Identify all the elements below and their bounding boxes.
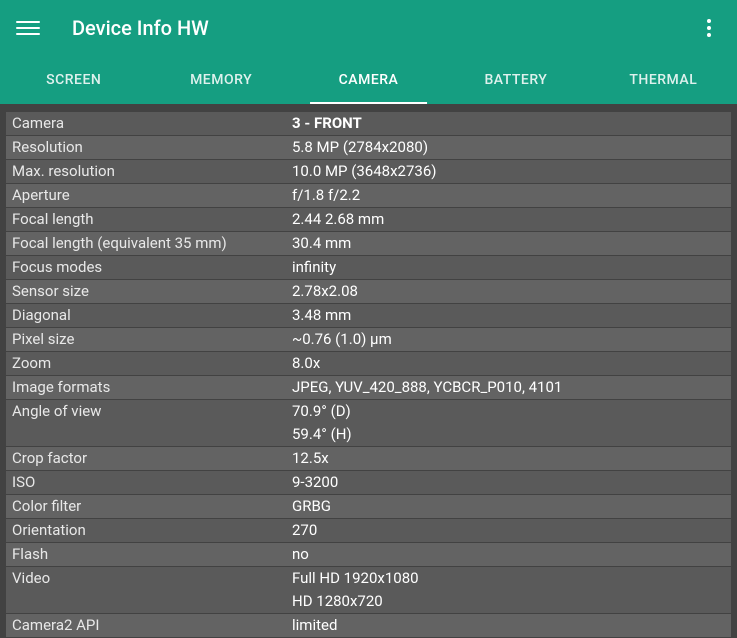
tab-thermal[interactable]: THERMAL xyxy=(590,56,737,104)
spec-label: Crop factor xyxy=(6,447,292,470)
spec-row: Max. resolution10.0 MP (3648x2736) xyxy=(6,160,731,184)
spec-row: Angle of view70.9° (D) 59.4° (H) xyxy=(6,400,731,447)
spec-label: ISO xyxy=(6,471,292,494)
spec-label: Diagonal xyxy=(6,304,292,327)
spec-label: Video xyxy=(6,567,292,613)
spec-row: Camera3 - FRONT xyxy=(6,112,731,136)
tab-label: THERMAL xyxy=(629,72,697,88)
spec-row: Orientation270 xyxy=(6,519,731,543)
tab-battery[interactable]: BATTERY xyxy=(442,56,589,104)
spec-row: Sensor size2.78x2.08 xyxy=(6,280,731,304)
spec-value: 70.9° (D) 59.4° (H) xyxy=(292,400,731,446)
spec-value: JPEG, YUV_420_888, YCBCR_P010, 4101 xyxy=(292,376,731,399)
menu-icon[interactable] xyxy=(16,16,40,40)
spec-value: 9-3200 xyxy=(292,471,731,494)
spec-value: f/1.8 f/2.2 xyxy=(292,184,731,207)
tab-bar: SCREEN MEMORY CAMERA BATTERY THERMAL xyxy=(0,56,737,104)
spec-value: limited xyxy=(292,614,731,637)
spec-value: 3 - FRONT xyxy=(292,112,731,135)
spec-value: 12.5x xyxy=(292,447,731,470)
spec-label: Focal length (equivalent 35 mm) xyxy=(6,232,292,255)
spec-row: ISO9-3200 xyxy=(6,471,731,495)
tab-label: BATTERY xyxy=(484,72,547,88)
spec-label: Pixel size xyxy=(6,328,292,351)
spec-label: Angle of view xyxy=(6,400,292,446)
spec-label: Camera2 API xyxy=(6,614,292,637)
spec-label: Color filter xyxy=(6,495,292,518)
spec-label: Resolution xyxy=(6,136,292,159)
spec-value: 30.4 mm xyxy=(292,232,731,255)
tab-label: CAMERA xyxy=(339,72,399,88)
spec-value: Full HD 1920x1080 HD 1280x720 xyxy=(292,567,731,613)
spec-row: Camera2 APIlimited xyxy=(6,614,731,638)
spec-value: 3.48 mm xyxy=(292,304,731,327)
app-bar: Device Info HW xyxy=(0,0,737,56)
tab-screen[interactable]: SCREEN xyxy=(0,56,147,104)
spec-row: Focal length (equivalent 35 mm)30.4 mm xyxy=(6,232,731,256)
tab-label: SCREEN xyxy=(46,72,101,88)
spec-row: Flashno xyxy=(6,543,731,567)
spec-value: infinity xyxy=(292,256,731,279)
spec-label: Camera xyxy=(6,112,292,135)
spec-value: 5.8 MP (2784x2080) xyxy=(292,136,731,159)
spec-row: VideoFull HD 1920x1080 HD 1280x720 xyxy=(6,567,731,614)
tab-label: MEMORY xyxy=(190,72,252,88)
spec-label: Flash xyxy=(6,543,292,566)
spec-label: Zoom xyxy=(6,352,292,375)
spec-value: 2.44 2.68 mm xyxy=(292,208,731,231)
spec-value: 8.0x xyxy=(292,352,731,375)
tab-camera[interactable]: CAMERA xyxy=(295,56,442,104)
spec-row: Pixel size~0.76 (1.0) µm xyxy=(6,328,731,352)
spec-value: no xyxy=(292,543,731,566)
spec-label: Sensor size xyxy=(6,280,292,303)
spec-label: Max. resolution xyxy=(6,160,292,183)
tab-memory[interactable]: MEMORY xyxy=(147,56,294,104)
spec-label: Aperture xyxy=(6,184,292,207)
spec-row: Color filterGRBG xyxy=(6,495,731,519)
overflow-menu-icon[interactable] xyxy=(697,16,721,40)
spec-value: 270 xyxy=(292,519,731,542)
camera-spec-table: Camera3 - FRONTResolution5.8 MP (2784x20… xyxy=(0,104,737,638)
app-title: Device Info HW xyxy=(72,16,697,40)
spec-label: Orientation xyxy=(6,519,292,542)
spec-row: Diagonal3.48 mm xyxy=(6,304,731,328)
spec-row: Crop factor12.5x xyxy=(6,447,731,471)
spec-row: Aperturef/1.8 f/2.2 xyxy=(6,184,731,208)
spec-label: Image formats xyxy=(6,376,292,399)
spec-row: Zoom8.0x xyxy=(6,352,731,376)
spec-row: Resolution5.8 MP (2784x2080) xyxy=(6,136,731,160)
spec-row: Focal length2.44 2.68 mm xyxy=(6,208,731,232)
spec-label: Focus modes xyxy=(6,256,292,279)
spec-value: ~0.76 (1.0) µm xyxy=(292,328,731,351)
spec-value: 2.78x2.08 xyxy=(292,280,731,303)
spec-value: 10.0 MP (3648x2736) xyxy=(292,160,731,183)
spec-row: Image formatsJPEG, YUV_420_888, YCBCR_P0… xyxy=(6,376,731,400)
spec-row: Focus modesinfinity xyxy=(6,256,731,280)
spec-label: Focal length xyxy=(6,208,292,231)
spec-value: GRBG xyxy=(292,495,731,518)
